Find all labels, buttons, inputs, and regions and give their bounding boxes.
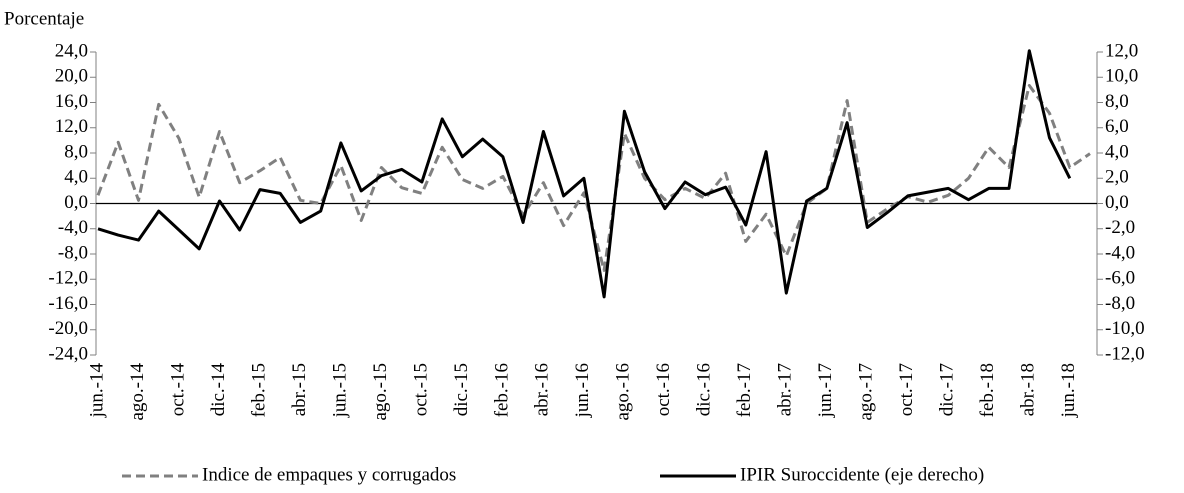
y-tick-label: 16,0 <box>55 91 88 112</box>
y2-tick-label: -4,0 <box>1105 242 1135 263</box>
y-axis-label: Porcentaje <box>4 8 84 29</box>
y2-tick-label: -12,0 <box>1105 343 1145 364</box>
x-tick-label: jun.-14 <box>86 363 107 419</box>
y2-tick-label: -2,0 <box>1105 217 1135 238</box>
y2-tick-label: -10,0 <box>1105 318 1145 339</box>
y-tick-label: -8,0 <box>58 242 88 263</box>
x-tick-label: feb.-18 <box>977 363 998 417</box>
x-tick-label: jun.-18 <box>1058 363 1079 418</box>
x-tick-label: dic.-14 <box>208 363 229 417</box>
x-tick-label: feb.-17 <box>734 363 755 417</box>
legend-label: IPIR Suroccidente (eje derecho) <box>740 464 984 485</box>
x-tick-label: oct.-16 <box>653 363 674 416</box>
y-tick-label: 0,0 <box>64 192 88 213</box>
y-tick-label: 4,0 <box>64 167 88 188</box>
x-tick-label: abr.-18 <box>1018 363 1039 416</box>
y2-tick-label: 4,0 <box>1105 141 1129 162</box>
x-tick-label: feb.-16 <box>491 363 512 417</box>
x-tick-label: feb.-15 <box>248 363 269 417</box>
x-tick-label: dic.-15 <box>451 363 472 416</box>
x-tick-label: ago.-16 <box>613 363 634 421</box>
y2-tick-label: -8,0 <box>1105 293 1135 314</box>
y2-tick-label: 6,0 <box>1105 116 1129 137</box>
y2-tick-label: 10,0 <box>1105 66 1138 87</box>
x-tick-label: ago.-15 <box>370 363 391 421</box>
x-tick-label: oct.-15 <box>410 363 431 416</box>
x-tick-label: jun.-17 <box>815 363 836 418</box>
y-tick-label: -4,0 <box>58 217 88 238</box>
y-tick-label: 20,0 <box>55 66 88 87</box>
x-tick-label: ago.-17 <box>856 363 877 421</box>
x-tick-label: dic.-17 <box>937 363 958 416</box>
x-tick-label: abr.-16 <box>532 363 553 416</box>
x-tick-label: jun.-15 <box>329 363 350 418</box>
x-tick-label: abr.-17 <box>775 363 796 416</box>
x-tick-label: oct.-17 <box>896 363 917 416</box>
y2-tick-label: 12,0 <box>1105 40 1138 61</box>
x-tick-label: dic.-16 <box>694 363 715 416</box>
y-tick-label: 8,0 <box>64 141 88 162</box>
y2-tick-label: 0,0 <box>1105 192 1129 213</box>
y-tick-label: -12,0 <box>48 268 88 289</box>
x-tick-label: jun.-16 <box>572 363 593 418</box>
y-tick-label: -16,0 <box>48 293 88 314</box>
y-tick-label: -20,0 <box>48 318 88 339</box>
legend-label: Indice de empaques y corrugados <box>202 464 456 485</box>
y-tick-label: -24,0 <box>48 343 88 364</box>
y2-tick-label: -6,0 <box>1105 268 1135 289</box>
y2-tick-label: 2,0 <box>1105 167 1129 188</box>
y-tick-label: 24,0 <box>55 40 88 61</box>
series-line <box>97 49 1072 299</box>
x-tick-label: abr.-15 <box>289 363 310 416</box>
y2-tick-label: 8,0 <box>1105 91 1129 112</box>
x-tick-label: oct.-14 <box>167 363 188 417</box>
y-tick-label: 12,0 <box>55 116 88 137</box>
x-tick-label: ago.-14 <box>127 363 148 421</box>
